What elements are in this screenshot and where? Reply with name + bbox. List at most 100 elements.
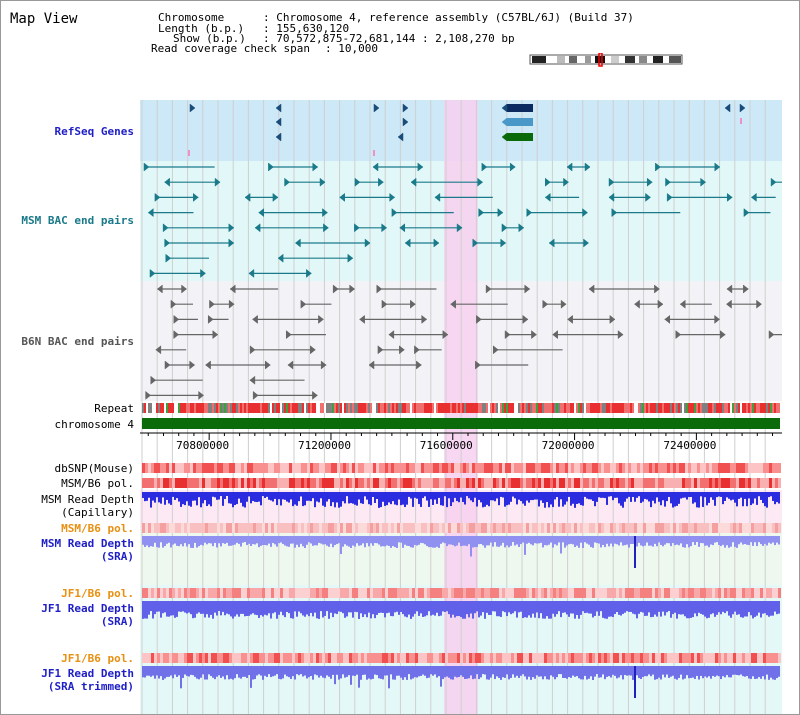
depth-bar [700, 666, 702, 676]
pol-cell [541, 653, 544, 663]
chromosome-bar[interactable] [142, 418, 780, 429]
depth-bar [362, 492, 364, 504]
repeat-track[interactable] [142, 403, 780, 413]
pol-cell [463, 523, 466, 533]
msm-b6-pol-sra-track[interactable] [142, 523, 781, 533]
repeat-segment [200, 403, 202, 413]
pol-cell [637, 588, 640, 598]
repeat-segment [436, 403, 438, 413]
pol-cell [268, 478, 271, 488]
dbsnp-cell [745, 463, 748, 473]
depth-bar [508, 492, 510, 505]
msm-read-depth-capillary-track[interactable] [142, 492, 780, 508]
jf1-read-depth-track[interactable] [142, 601, 780, 619]
chromosome-ideogram[interactable] [529, 53, 685, 67]
bac-end-arrow [249, 345, 256, 355]
track-panel[interactable] [140, 100, 782, 714]
depth-bar [250, 492, 252, 504]
repeat-segment [344, 403, 346, 413]
msm-bac-label[interactable]: MSM BAC end pairs [21, 214, 134, 227]
repeat-segment [352, 403, 354, 413]
b6n-bac-label[interactable]: B6N BAC end pairs [21, 335, 134, 348]
depth-bar [162, 601, 164, 614]
refseq-label[interactable]: RefSeq Genes [54, 125, 134, 138]
pol-cell [226, 588, 229, 598]
repeat-segment [350, 403, 352, 413]
length-value: : 155,630,120 [263, 22, 350, 35]
depth-bar [536, 666, 538, 676]
dbsnp-track[interactable] [142, 463, 781, 473]
pol-cell [478, 523, 481, 533]
pol-cell [697, 588, 700, 598]
depth-bar [142, 601, 144, 619]
repeat-segment [232, 403, 234, 413]
bac-end-arrow [285, 330, 292, 340]
depth-bar [252, 536, 254, 545]
pol-cell [457, 588, 460, 598]
depth-bar [442, 601, 444, 612]
repeat-segment [410, 403, 412, 413]
pol-cell [559, 523, 562, 533]
dbsnp-cell [544, 463, 547, 473]
depth-bar [712, 601, 714, 614]
depth-bar [530, 601, 532, 618]
depth-bar [462, 666, 464, 677]
depth-bar [436, 536, 438, 547]
pol-cell [526, 588, 529, 598]
msm-read-depth-sra-track[interactable] [142, 536, 780, 568]
pol-cell [334, 478, 337, 488]
depth-bar [370, 666, 372, 680]
depth-bar [570, 666, 572, 678]
repeat-segment [778, 403, 780, 413]
pol-cell [550, 588, 553, 598]
pol-cell [709, 653, 712, 663]
depth-bar [526, 601, 528, 618]
depth-bar [702, 601, 704, 615]
dbsnp-cell [373, 463, 376, 473]
depth-bar [174, 492, 176, 500]
msm-bac-end-pairs-track[interactable] [143, 162, 782, 278]
b6n-bac-end-pairs-track[interactable] [145, 284, 782, 400]
depth-bar [390, 536, 392, 548]
bac-end-arrow [416, 360, 422, 370]
dbsnp-cell [322, 463, 325, 473]
pol-cell [319, 523, 322, 533]
depth-bar [758, 601, 760, 613]
pol-cell [406, 478, 409, 488]
depth-bar [688, 492, 690, 498]
pol-cell [262, 478, 265, 488]
pol-cell [172, 478, 175, 488]
pol-cell [478, 588, 481, 598]
pol-cell [202, 523, 205, 533]
jf1-b6-pol-track[interactable] [142, 588, 781, 598]
depth-bar [480, 492, 482, 503]
pol-cell [589, 653, 592, 663]
depth-bar [224, 536, 226, 544]
refseq-genes-track[interactable] [188, 103, 746, 156]
repeat-segment [414, 403, 416, 413]
pol-cell [418, 523, 421, 533]
depth-bar [466, 601, 468, 615]
pol-cell [343, 523, 346, 533]
repeat-segment [734, 403, 736, 413]
jf1-depth-label-2: (SRA) [100, 615, 134, 628]
depth-bar [620, 666, 622, 676]
depth-bar [260, 601, 262, 616]
pol-cell [472, 478, 475, 488]
depth-bar [652, 492, 654, 501]
depth-bar [544, 536, 546, 546]
depth-bar [766, 666, 768, 675]
jf1-read-depth-trimmed-track[interactable] [142, 666, 780, 698]
pol-cell [571, 523, 574, 533]
depth-bar [288, 666, 290, 678]
msm-b6-pol-track[interactable] [142, 478, 781, 488]
pol-cell [592, 588, 595, 598]
pol-cell [307, 588, 310, 598]
dbsnp-cell [274, 463, 277, 473]
pol-cell [712, 588, 715, 598]
repeat-segment [504, 403, 506, 413]
jf1-b6-pol-track-2[interactable] [142, 653, 781, 663]
repeat-segment [764, 403, 766, 413]
pol-cell [403, 523, 406, 533]
pol-cell [304, 588, 307, 598]
